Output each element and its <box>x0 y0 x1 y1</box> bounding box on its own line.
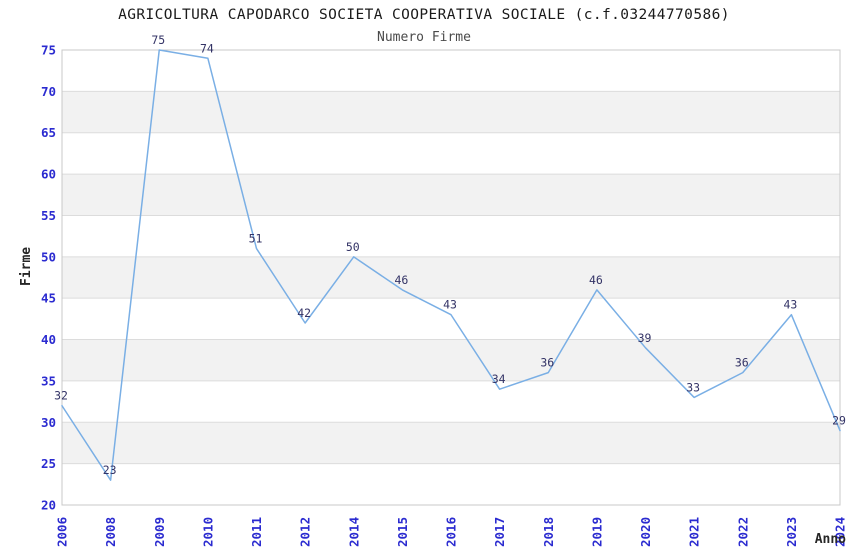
y-axis-title: Firme <box>19 247 34 286</box>
x-tick-label: 2014 <box>346 517 361 547</box>
x-tick-label: 2009 <box>152 517 167 547</box>
data-point-label: 74 <box>200 41 214 55</box>
y-tick-label: 20 <box>41 498 56 513</box>
grid-band <box>62 91 840 133</box>
data-point-label: 36 <box>735 356 749 370</box>
data-point-label: 42 <box>297 306 311 320</box>
x-tick-label: 2012 <box>298 517 313 547</box>
plot-border <box>61 49 841 506</box>
grid-band <box>62 422 840 464</box>
data-point-label: 75 <box>151 33 165 47</box>
grid-band <box>62 50 840 92</box>
data-point-label: 32 <box>54 389 68 403</box>
grid-band <box>62 339 840 381</box>
data-point-label: 34 <box>492 372 506 386</box>
x-tick-label: 2020 <box>638 517 653 547</box>
y-tick-label: 40 <box>41 332 56 347</box>
plot-area: 20 25 30 35 40 45 50 55 60 65 70 75 2006 2008 2009 2010… <box>41 33 848 547</box>
grid-band <box>62 256 840 299</box>
data-point-label: 39 <box>638 331 652 345</box>
y-tick-label: 50 <box>41 249 56 264</box>
x-tick-label: 2021 <box>687 517 702 547</box>
data-point-label: 43 <box>783 298 797 312</box>
y-tick-label: 55 <box>41 208 56 223</box>
y-tick-label: 60 <box>41 167 56 182</box>
x-tick-label: 2015 <box>395 517 410 547</box>
y-tick-label: 25 <box>41 456 56 471</box>
x-tick-label: 2008 <box>103 517 118 547</box>
x-tick-label: 2017 <box>492 517 507 547</box>
grid-band <box>62 298 840 340</box>
y-tick-label: 35 <box>41 373 56 388</box>
y-tick-label: 75 <box>41 43 56 58</box>
data-point-label: 46 <box>394 273 408 287</box>
x-tick-label: 2006 <box>55 517 70 547</box>
grid-band <box>62 380 840 423</box>
series-line <box>61 49 841 481</box>
x-tick-label: 2011 <box>249 517 264 547</box>
x-tick-label: 2024 <box>833 517 848 547</box>
x-tick-label: 2023 <box>784 517 799 547</box>
x-axis-title: Anno <box>815 532 846 547</box>
data-point-label: 29 <box>832 414 846 428</box>
x-tick-label: 2010 <box>200 517 215 547</box>
data-point-label: 51 <box>249 232 263 246</box>
y-tick-label: 30 <box>41 415 56 430</box>
grid-band <box>62 463 840 505</box>
data-point-label: 23 <box>103 463 117 477</box>
x-tick-label: 2016 <box>444 517 459 547</box>
grid-band <box>62 215 840 257</box>
data-point-label: 50 <box>346 240 360 254</box>
data-point-label: 43 <box>443 298 457 312</box>
grid-band <box>62 174 840 216</box>
y-tick-label: 70 <box>41 84 56 99</box>
y-tick-label: 45 <box>41 291 56 306</box>
x-tick-label: 2019 <box>589 517 604 547</box>
data-point-label: 36 <box>540 356 554 370</box>
data-point-label: 46 <box>589 273 603 287</box>
x-tick-label: 2022 <box>735 517 750 547</box>
grid-band <box>62 132 840 175</box>
x-tick-label: 2018 <box>541 517 556 547</box>
chart-title: AGRICOLTURA CAPODARCO SOCIETA COOPERATIV… <box>118 7 730 23</box>
y-tick-label: 65 <box>41 125 56 140</box>
data-point-label: 33 <box>686 380 700 394</box>
chart-subtitle: Numero Firme <box>377 30 471 45</box>
